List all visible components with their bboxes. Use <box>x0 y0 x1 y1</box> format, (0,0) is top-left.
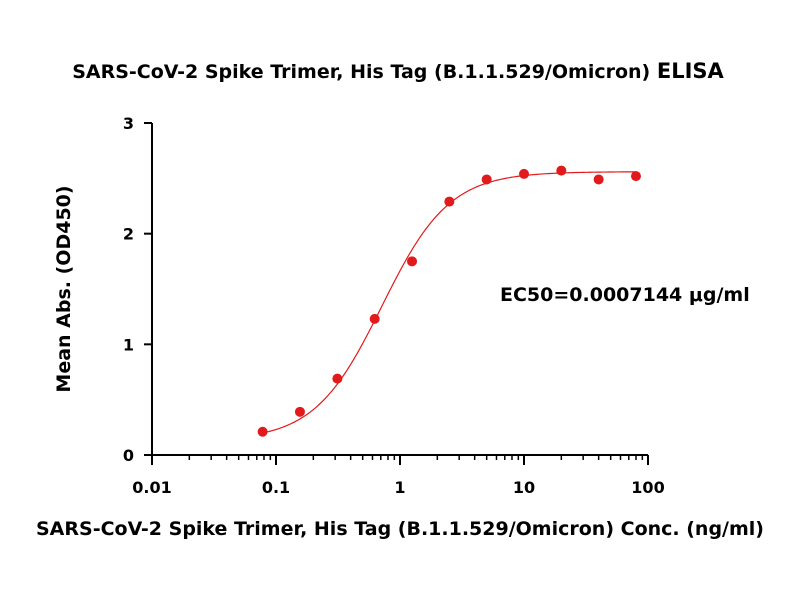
chart-title-suffix: ELISA <box>657 59 725 83</box>
data-point <box>481 174 492 185</box>
chart-title: SARS-CoV-2 Spike Trimer, His Tag (B.1.1.… <box>72 59 724 83</box>
data-point <box>294 406 305 417</box>
data-point <box>519 168 529 179</box>
x-tick-label: 1 <box>394 478 405 497</box>
data-points-layer <box>257 165 641 437</box>
data-point <box>444 196 455 207</box>
data-point <box>556 165 567 176</box>
x-ticks: 0.01 0.1 1 10 100 <box>132 455 665 497</box>
y-ticks: 0 1 2 3 <box>123 114 152 465</box>
x-axis-label: SARS-CoV-2 Spike Trimer, His Tag (B.1.1.… <box>36 518 764 540</box>
x-tick-label: 0.1 <box>262 478 290 497</box>
y-axis-label: Mean Abs. (OD450) <box>53 185 75 392</box>
y-tick-label: 0 <box>123 446 134 465</box>
x-tick-label: 10 <box>513 478 535 497</box>
data-point <box>593 174 604 185</box>
chart-title-main: SARS-CoV-2 Spike Trimer, His Tag (B.1.1.… <box>72 61 650 83</box>
y-tick-label: 3 <box>123 114 134 133</box>
data-point <box>630 171 641 182</box>
data-point <box>257 426 268 437</box>
x-tick-label: 100 <box>631 478 664 497</box>
x-tick-label: 0.01 <box>132 478 171 497</box>
y-tick-label: 1 <box>123 335 134 354</box>
data-point <box>369 313 380 324</box>
data-point <box>332 373 343 384</box>
data-point <box>407 256 418 267</box>
y-tick-label: 2 <box>123 225 134 244</box>
ec50-annotation: EC50=0.0007144 μg/ml <box>500 284 750 306</box>
